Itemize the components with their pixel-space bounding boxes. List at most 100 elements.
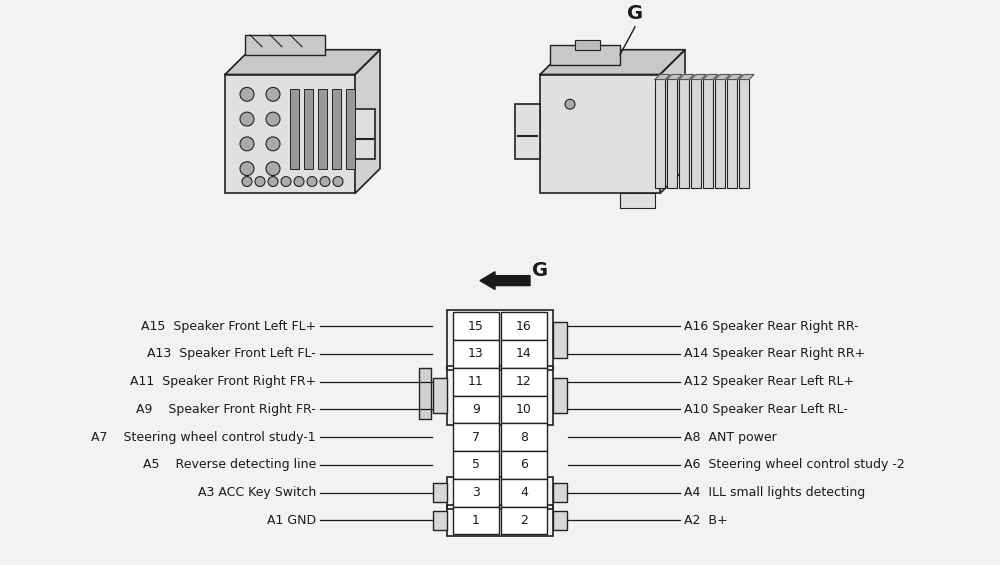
Text: A11  Speaker Front Right FR+: A11 Speaker Front Right FR+ xyxy=(130,375,316,388)
Bar xyxy=(453,340,499,368)
Circle shape xyxy=(240,162,254,176)
Bar xyxy=(453,312,499,340)
Bar xyxy=(433,378,447,414)
Polygon shape xyxy=(727,75,742,80)
Bar xyxy=(453,479,499,507)
Polygon shape xyxy=(691,75,706,80)
Text: A2  B+: A2 B+ xyxy=(684,514,728,527)
Text: 9: 9 xyxy=(472,403,480,416)
Bar xyxy=(501,451,547,479)
Polygon shape xyxy=(667,75,682,80)
Circle shape xyxy=(242,177,252,186)
Circle shape xyxy=(281,177,291,186)
Bar xyxy=(501,507,547,534)
Text: A14 Speaker Rear Right RR+: A14 Speaker Rear Right RR+ xyxy=(684,347,865,360)
Bar xyxy=(433,483,447,502)
Text: A4  ILL small lights detecting: A4 ILL small lights detecting xyxy=(684,486,865,499)
Bar xyxy=(739,80,749,189)
Text: 6: 6 xyxy=(520,458,528,471)
Text: 15: 15 xyxy=(468,320,484,333)
Text: 16: 16 xyxy=(516,320,532,333)
Polygon shape xyxy=(540,50,685,75)
Text: 13: 13 xyxy=(468,347,484,360)
Polygon shape xyxy=(715,75,730,80)
Polygon shape xyxy=(679,75,694,80)
Bar xyxy=(332,89,341,168)
Bar xyxy=(691,80,701,189)
Bar xyxy=(501,479,547,507)
Text: P1: P1 xyxy=(296,38,324,56)
Text: A1 GND: A1 GND xyxy=(267,514,316,527)
Text: 1: 1 xyxy=(472,514,480,527)
Bar xyxy=(290,89,299,168)
Circle shape xyxy=(240,112,254,126)
Bar xyxy=(453,451,499,479)
Circle shape xyxy=(240,137,254,151)
Circle shape xyxy=(307,177,317,186)
Bar xyxy=(453,423,499,451)
Bar xyxy=(501,312,547,340)
Bar xyxy=(553,511,567,530)
Circle shape xyxy=(266,112,280,126)
Bar xyxy=(304,89,313,168)
Circle shape xyxy=(268,177,278,186)
Text: A6  Steering wheel control study -2: A6 Steering wheel control study -2 xyxy=(684,458,905,471)
Circle shape xyxy=(320,177,330,186)
Text: 8: 8 xyxy=(520,431,528,444)
Bar xyxy=(727,80,737,189)
Polygon shape xyxy=(355,50,380,193)
Bar xyxy=(447,366,553,425)
Polygon shape xyxy=(225,50,380,75)
Bar xyxy=(655,80,665,189)
Bar xyxy=(679,80,689,189)
Text: 7: 7 xyxy=(472,431,480,444)
Text: 2: 2 xyxy=(520,514,528,527)
Text: A3 ACC Key Switch: A3 ACC Key Switch xyxy=(198,486,316,499)
Text: A13  Speaker Front Left FL-: A13 Speaker Front Left FL- xyxy=(147,347,316,360)
Circle shape xyxy=(565,99,575,109)
Bar xyxy=(703,80,713,189)
Polygon shape xyxy=(739,75,754,80)
Bar xyxy=(501,396,547,423)
Bar xyxy=(447,505,553,536)
Text: 11: 11 xyxy=(468,375,484,388)
Text: A8  ANT power: A8 ANT power xyxy=(684,431,777,444)
Circle shape xyxy=(240,88,254,101)
Text: 4: 4 xyxy=(520,486,528,499)
Polygon shape xyxy=(655,75,670,80)
Circle shape xyxy=(266,137,280,151)
Text: G: G xyxy=(627,4,643,23)
Bar xyxy=(318,89,327,168)
Text: 3: 3 xyxy=(472,486,480,499)
Bar xyxy=(501,368,547,395)
Bar xyxy=(355,109,375,159)
Bar xyxy=(540,75,660,193)
Bar xyxy=(715,80,725,189)
Bar xyxy=(550,45,620,64)
Bar xyxy=(447,310,553,370)
Bar xyxy=(553,378,567,414)
Text: A16 Speaker Rear Right RR-: A16 Speaker Rear Right RR- xyxy=(684,320,859,333)
Text: A5    Reverse detecting line: A5 Reverse detecting line xyxy=(143,458,316,471)
Text: G: G xyxy=(532,261,548,280)
Text: A12 Speaker Rear Left RL+: A12 Speaker Rear Left RL+ xyxy=(684,375,854,388)
Bar xyxy=(346,89,355,168)
Bar xyxy=(501,423,547,451)
Circle shape xyxy=(255,177,265,186)
Bar xyxy=(515,104,540,159)
Bar xyxy=(501,340,547,368)
Bar xyxy=(453,507,499,534)
Bar xyxy=(225,75,355,193)
Bar xyxy=(453,396,499,423)
Circle shape xyxy=(266,162,280,176)
Bar xyxy=(575,40,600,50)
Circle shape xyxy=(333,177,343,186)
Text: 14: 14 xyxy=(516,347,532,360)
Circle shape xyxy=(266,88,280,101)
Circle shape xyxy=(294,177,304,186)
Text: A15  Speaker Front Left FL+: A15 Speaker Front Left FL+ xyxy=(141,320,316,333)
Bar xyxy=(620,193,655,208)
Text: 5: 5 xyxy=(472,458,480,471)
Bar xyxy=(447,477,553,508)
Bar xyxy=(419,368,431,419)
